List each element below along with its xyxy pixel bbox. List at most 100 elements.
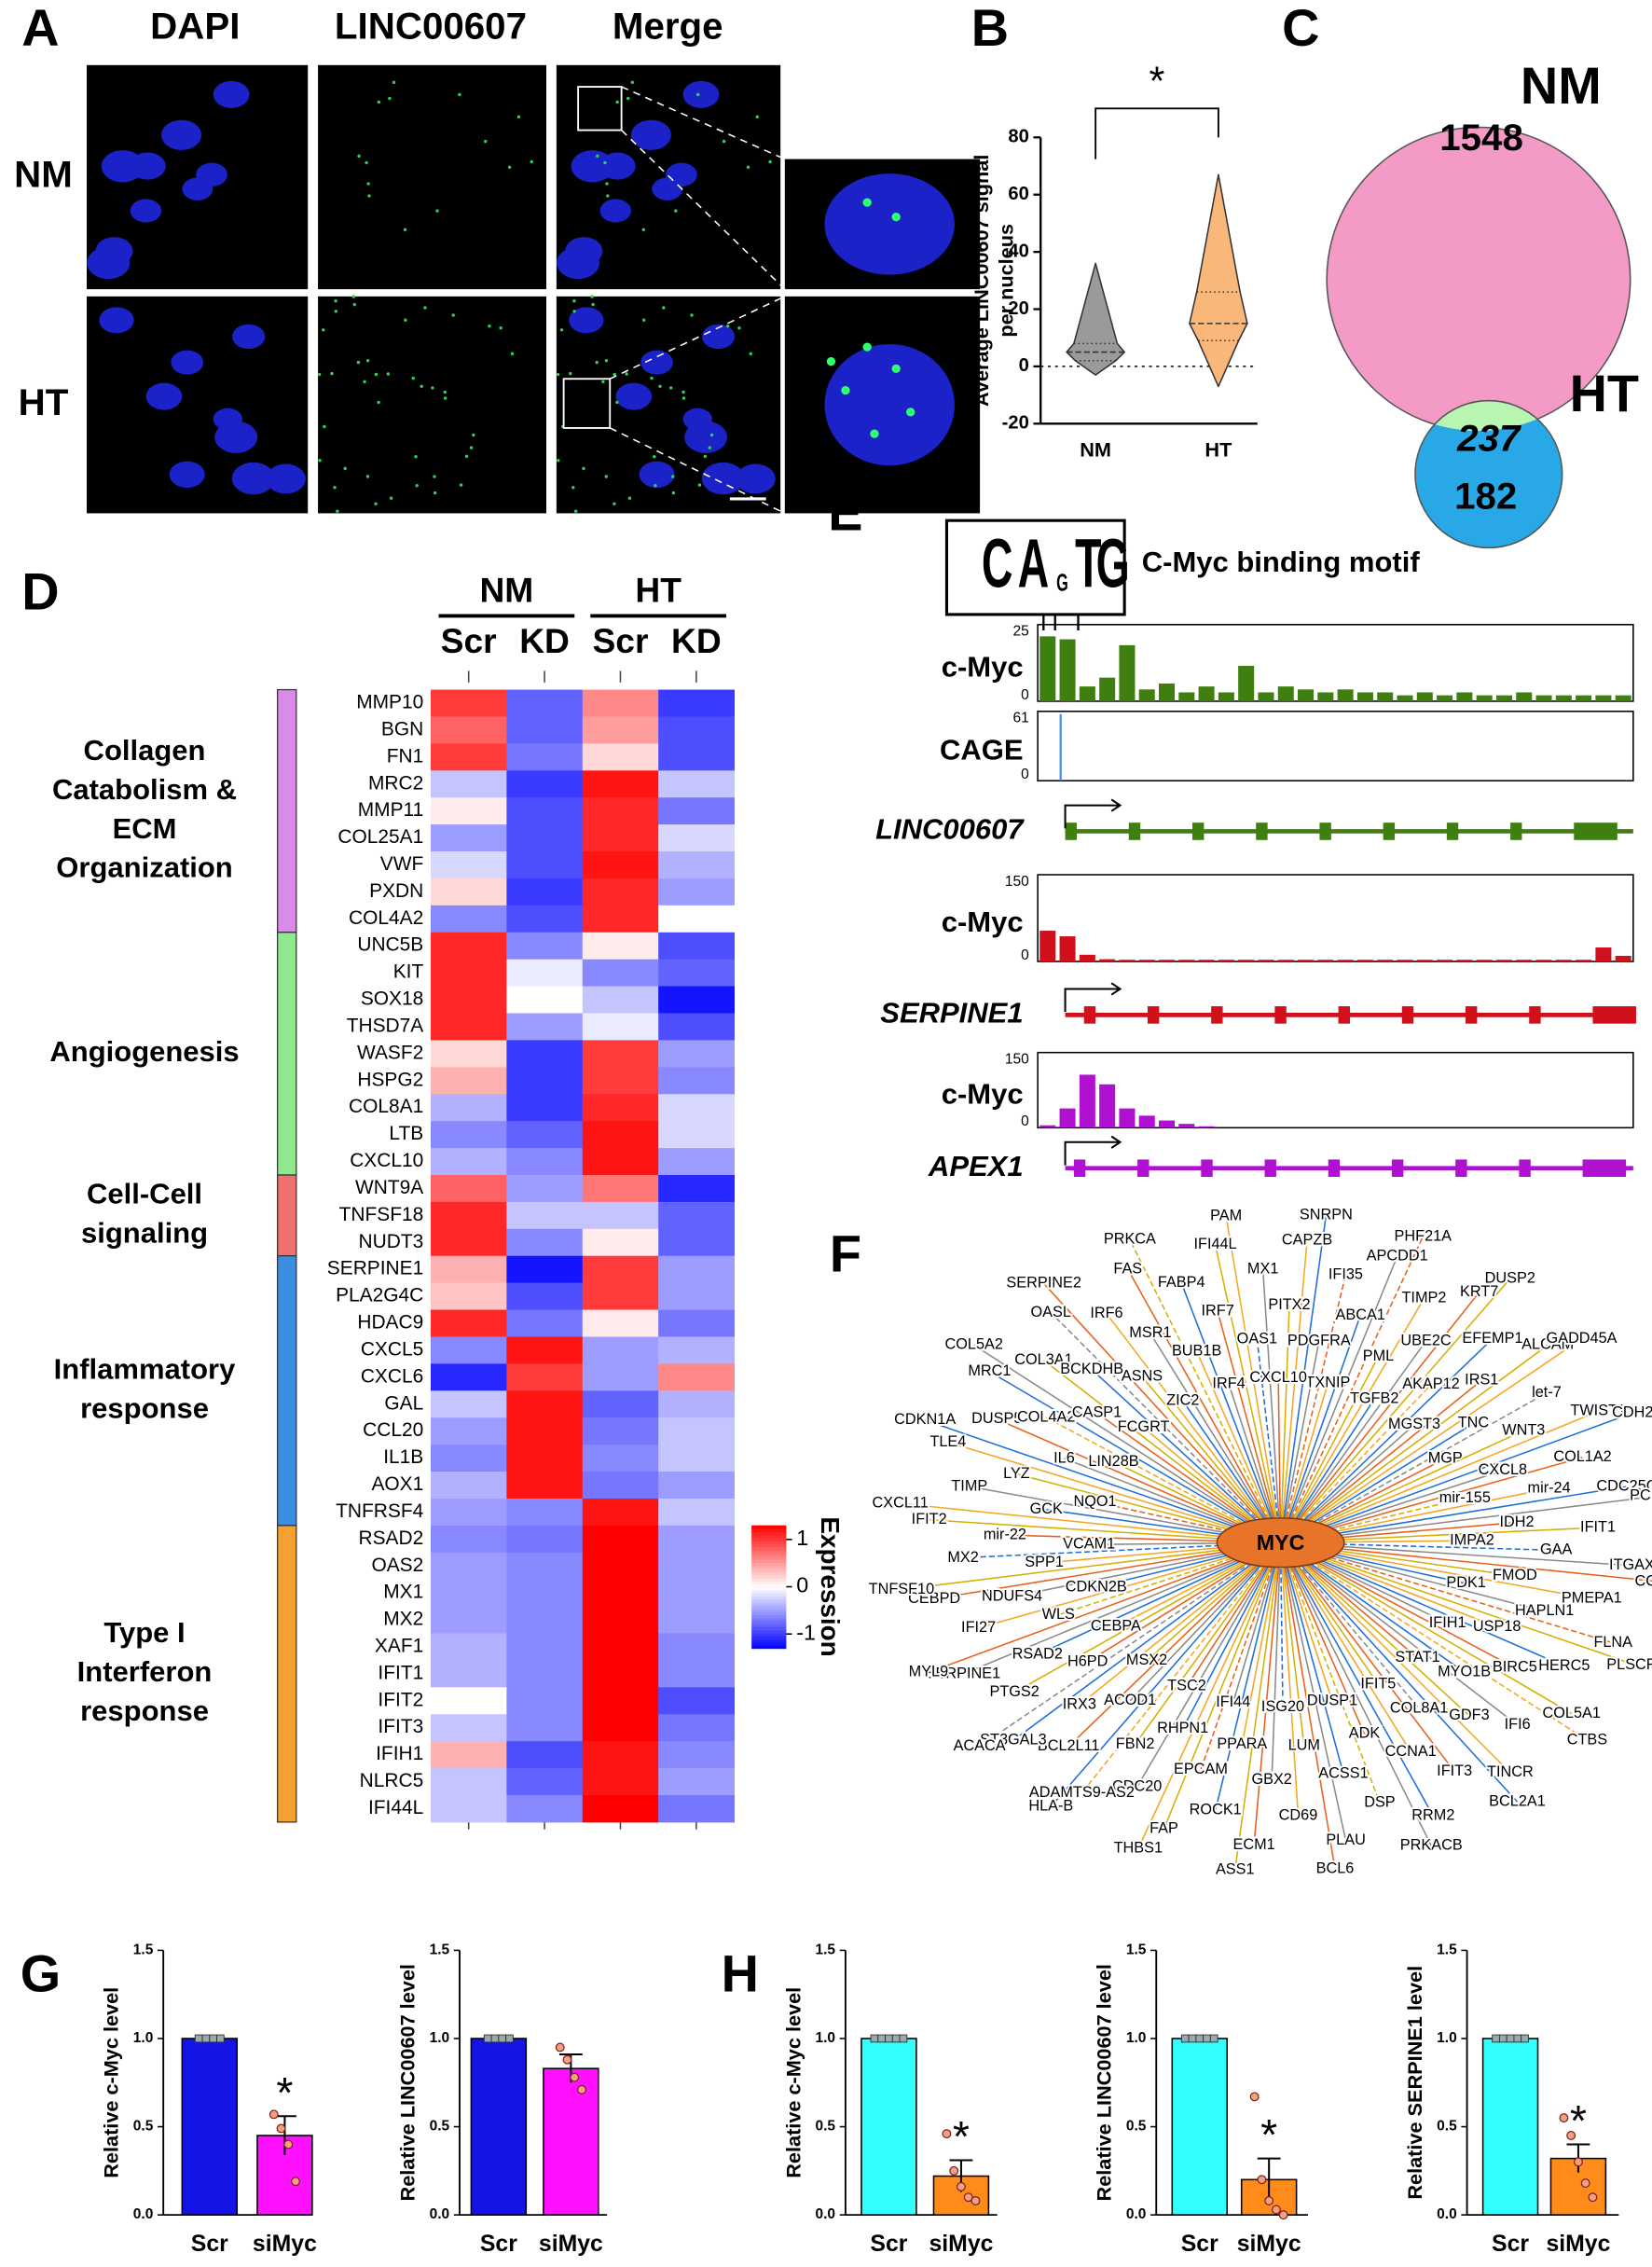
heatmap-cell xyxy=(506,1255,584,1284)
track-min: 0 xyxy=(1021,687,1029,703)
rna-dot xyxy=(604,475,609,478)
network-edge xyxy=(1279,1541,1519,1803)
heatmap-cell xyxy=(430,1390,507,1418)
track-bin xyxy=(1158,1120,1176,1128)
network-node: PMEPA1 xyxy=(1562,1590,1622,1607)
network-node: GAA xyxy=(1540,1541,1573,1558)
data-point xyxy=(1506,2034,1515,2043)
track-bin xyxy=(1356,960,1373,962)
track-bin xyxy=(1039,931,1056,962)
network-node: ACOD1 xyxy=(1104,1692,1156,1708)
significance: * xyxy=(1260,2110,1277,2159)
network-node: WNT3 xyxy=(1502,1421,1545,1438)
zoom-nucleus xyxy=(824,344,955,466)
data-point xyxy=(1513,2034,1522,2043)
data-point xyxy=(1180,2034,1190,2043)
colorbar-step xyxy=(751,1562,787,1567)
micrograph xyxy=(318,296,547,514)
heatmap-cell xyxy=(430,689,507,717)
data-point xyxy=(899,2034,908,2043)
gene-label: COL8A1 xyxy=(349,1096,423,1117)
nucleus xyxy=(196,162,227,187)
track-bin xyxy=(1416,960,1433,962)
rna-dot xyxy=(653,454,656,459)
heatmap-cell xyxy=(506,1741,584,1769)
colorbar-step xyxy=(751,1555,787,1560)
rna-dot xyxy=(556,372,560,377)
network-edge xyxy=(1141,1375,1282,1543)
column-label: Scr xyxy=(592,621,648,660)
heatmap-cell xyxy=(430,1687,507,1715)
network-node: LYZ xyxy=(1003,1465,1030,1482)
network-node: RRM2 xyxy=(1411,1807,1454,1824)
network-node: IRF4 xyxy=(1212,1375,1245,1391)
heatmap-cell xyxy=(582,932,659,961)
row-group-label: ECM xyxy=(113,812,177,845)
heatmap-cell xyxy=(506,1768,584,1796)
heatmap-cell xyxy=(658,1498,736,1527)
nucleus xyxy=(557,246,600,280)
heatmap-cell xyxy=(430,1013,507,1041)
rna-dot xyxy=(435,209,439,213)
row-group-label: Cell-Cell xyxy=(87,1178,202,1210)
network-node: DUSP1 xyxy=(1307,1693,1357,1709)
network-node: MX2 xyxy=(947,1549,978,1566)
rna-dot xyxy=(392,80,396,85)
row-group-label: Inflammatory xyxy=(54,1353,236,1386)
network-node: KRT7 xyxy=(1460,1283,1498,1300)
heatmap-cell xyxy=(430,1067,507,1095)
nucleus xyxy=(682,408,712,431)
panel-letter: C xyxy=(1282,0,1319,57)
heatmap-cell xyxy=(658,1390,736,1418)
x-tick-label: siMyc xyxy=(539,2232,603,2257)
row-group-bar xyxy=(277,1174,297,1257)
rna-dot xyxy=(606,194,610,198)
network-edge xyxy=(1279,1382,1329,1543)
data-point xyxy=(963,2192,973,2203)
data-point xyxy=(1264,2196,1274,2205)
zoom-guide xyxy=(621,86,786,160)
data-point xyxy=(1580,2178,1590,2189)
rna-dot xyxy=(768,159,772,164)
heatmap-cell xyxy=(658,1687,736,1715)
colorbar-step xyxy=(751,1558,787,1563)
colorbar-step xyxy=(751,1596,787,1600)
track-bin xyxy=(1555,960,1572,962)
colorbar-step xyxy=(751,1589,787,1594)
y-axis-label: per nucleus xyxy=(994,224,1017,338)
network-node: ALCAM xyxy=(1521,1336,1574,1353)
heatmap-cell xyxy=(658,824,736,852)
colorbar-label: -1 xyxy=(796,1620,816,1644)
rna-dot xyxy=(423,306,427,310)
x-tick-label: Scr xyxy=(1181,2232,1218,2257)
heatmap-cell xyxy=(658,1121,736,1149)
network-node: RSAD2 xyxy=(1012,1646,1063,1663)
network-node: CTBS xyxy=(1567,1731,1608,1748)
exon xyxy=(1582,1159,1627,1178)
data-point xyxy=(1573,2157,1583,2167)
network-edge xyxy=(1279,1541,1432,1846)
zoom-dot xyxy=(891,212,901,222)
data-point xyxy=(577,2084,586,2094)
track-bin xyxy=(1099,1084,1116,1128)
data-point xyxy=(949,2165,959,2176)
error-bar xyxy=(1257,2157,1281,2201)
heatmap-cell xyxy=(658,1633,736,1661)
x-tick-label: Scr xyxy=(191,2232,228,2257)
network-edge xyxy=(1091,1369,1282,1543)
data-point xyxy=(216,2034,225,2043)
bar xyxy=(470,2038,528,2216)
x-tick-label: Scr xyxy=(870,2232,907,2257)
rna-dot xyxy=(737,326,741,330)
track-bin xyxy=(1079,954,1095,962)
network-node: mir-155 xyxy=(1439,1489,1491,1506)
data-point xyxy=(555,2042,565,2053)
heatmap-cell xyxy=(658,851,736,879)
network-node: PCDH18 xyxy=(1630,1486,1652,1503)
network-edge xyxy=(1280,1541,1588,1741)
heatmap-cell xyxy=(430,716,507,744)
rna-dot xyxy=(351,295,356,298)
heatmap-cell xyxy=(430,1660,507,1688)
network-node: PHF21A xyxy=(1395,1227,1452,1244)
rna-dot xyxy=(377,100,381,104)
